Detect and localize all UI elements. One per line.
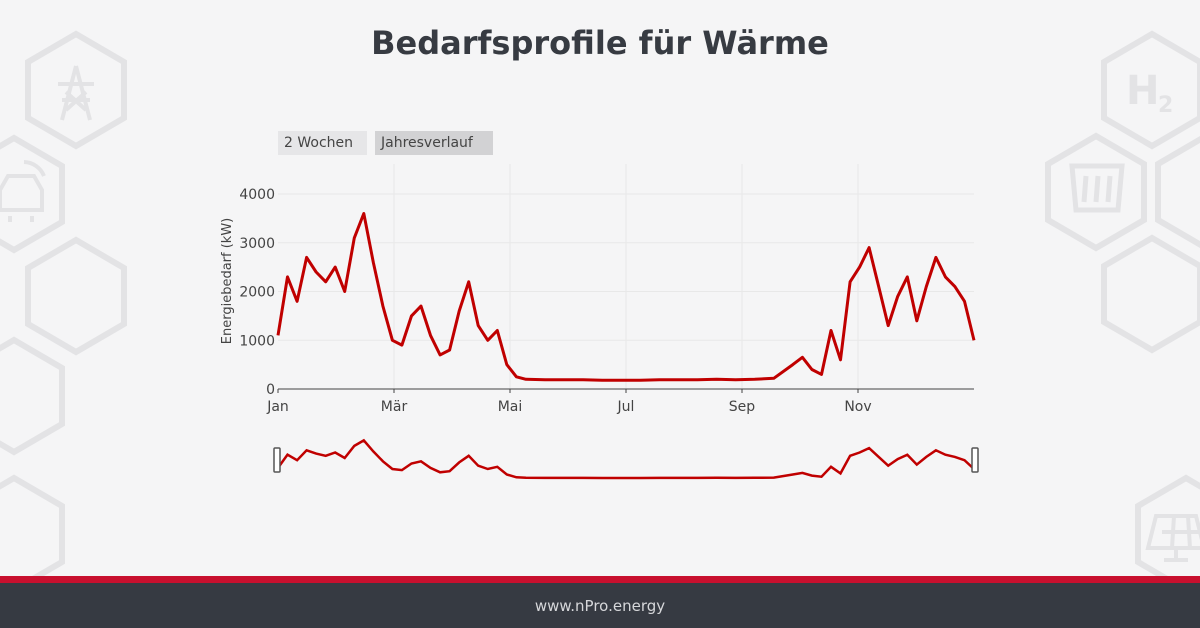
y-tick-label: 4000 — [239, 187, 275, 203]
range-slider-handle-left[interactable] — [273, 447, 281, 473]
x-tick-label: Mai — [498, 399, 523, 415]
electric-car-icon — [0, 160, 46, 222]
grid — [278, 164, 974, 389]
y-axis-label: Energiebedarf (kW) — [220, 218, 235, 344]
h2-icon: H 2 — [1126, 68, 1173, 118]
x-axis: Jan Mär Mai Jul Sep Nov — [266, 389, 872, 415]
series-line — [276, 212, 976, 382]
svg-text:H: H — [1126, 68, 1159, 114]
y-tick-label: 0 — [266, 382, 275, 398]
y-tick-label: 1000 — [239, 333, 275, 349]
footer-url: www.nPro.energy — [534, 597, 666, 615]
x-tick-label: Jul — [617, 399, 635, 415]
y-tick-label: 2000 — [239, 285, 275, 301]
y-tick-label: 3000 — [239, 236, 275, 252]
power-pylon-icon — [58, 65, 94, 121]
solar-panel-icon — [1145, 514, 1200, 562]
range-button-year[interactable]: Jahresverlauf — [375, 131, 493, 155]
x-tick-label: Jan — [266, 399, 289, 415]
x-tick-label: Mär — [381, 399, 408, 415]
range-slider-series-line — [276, 438, 975, 480]
x-tick-label: Nov — [844, 399, 871, 415]
footer-accent-stripe — [0, 576, 1200, 583]
footer: www.nPro.energy — [0, 583, 1200, 628]
range-slider-handle-right[interactable] — [971, 447, 979, 473]
range-slider[interactable] — [273, 438, 979, 480]
fire-hose-icon — [1069, 163, 1125, 213]
x-tick-label: Sep — [729, 399, 756, 415]
range-button-2-weeks[interactable]: 2 Wochen — [278, 131, 367, 155]
y-axis: 0 1000 2000 3000 4000 — [239, 187, 275, 398]
svg-text:2: 2 — [1158, 93, 1173, 118]
page-title: Bedarfsprofile für Wärme — [371, 24, 829, 62]
